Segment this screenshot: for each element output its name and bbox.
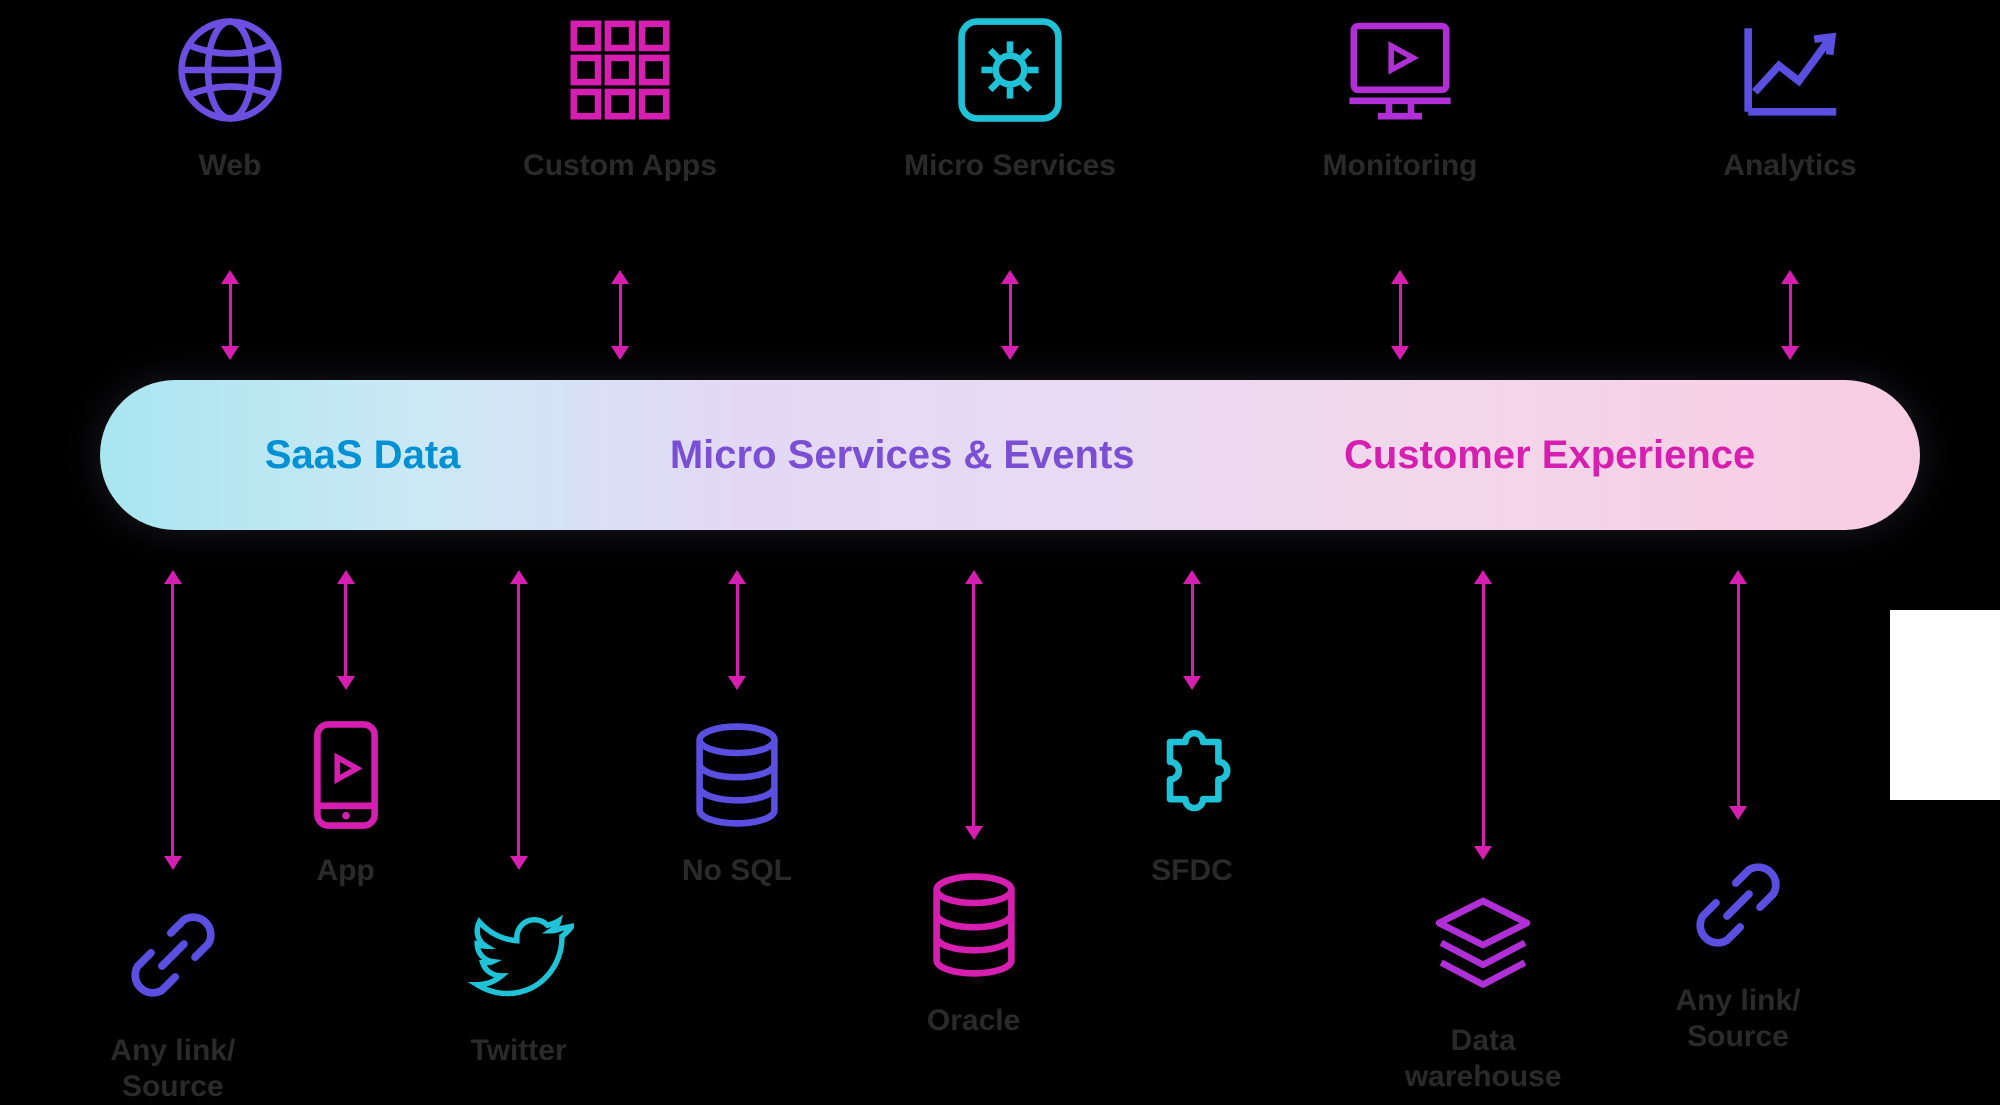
bottom-label: Twitter [471, 1033, 567, 1069]
phone-icon [291, 720, 401, 835]
artifact-white-block [1890, 610, 2000, 800]
bottom-item-twitter: Twitter [429, 900, 609, 1069]
bottom-label: Any link/Source [110, 1033, 235, 1105]
top-label: Web [199, 148, 262, 184]
top-label: Custom Apps [523, 148, 717, 184]
bottom-label: No SQL [682, 853, 792, 889]
top-item-monitoring: Monitoring [1270, 10, 1530, 184]
puzzle-icon [1137, 720, 1247, 835]
bottom-label: Oracle [927, 1003, 1020, 1039]
pill-segment-saas: SaaS Data [265, 433, 461, 478]
top-label: Monitoring [1323, 148, 1478, 184]
twitter-icon [464, 900, 574, 1015]
top-label: Micro Services [904, 148, 1116, 184]
top-row: Web Custom Apps Micro Services Monitorin… [100, 10, 1920, 184]
monitor-icon [1345, 10, 1455, 130]
grid-icon [565, 10, 675, 130]
chart-icon [1735, 10, 1845, 130]
top-item-web: Web [100, 10, 360, 184]
center-pill: SaaS Data Micro Services & Events Custom… [100, 380, 1920, 530]
pill-segment-micro: Micro Services & Events [670, 433, 1135, 478]
gear-box-icon [955, 10, 1065, 130]
top-item-analytics: Analytics [1660, 10, 1920, 184]
bottom-item-sfdc: SFDC [1102, 720, 1282, 889]
bottom-label: SFDC [1151, 853, 1233, 889]
bottom-label: App [317, 853, 375, 889]
link-icon [118, 900, 228, 1015]
pill-segment-cx: Customer Experience [1344, 433, 1755, 478]
globe-icon [175, 10, 285, 130]
bottom-item-oracle: Oracle [884, 870, 1064, 1039]
database-icon [682, 720, 792, 835]
bottom-label: Datawarehouse [1405, 1023, 1562, 1095]
top-label: Analytics [1723, 148, 1856, 184]
layers-icon [1428, 890, 1538, 1005]
top-item-micro-services: Micro Services [880, 10, 1140, 184]
bottom-item-data-warehouse: Datawarehouse [1393, 890, 1573, 1095]
bottom-item-any-link-source: Any link/Source [1648, 850, 1828, 1055]
bottom-row: Any link/Source App Twitter No SQL Oracl… [100, 560, 1920, 1094]
bottom-item-app: App [256, 720, 436, 889]
bottom-label: Any link/Source [1675, 983, 1800, 1055]
bottom-item-no-sql: No SQL [647, 720, 827, 889]
top-item-custom-apps: Custom Apps [490, 10, 750, 184]
link-icon [1683, 850, 1793, 965]
bottom-item-any-link-source: Any link/Source [83, 900, 263, 1105]
database-icon [919, 870, 1029, 985]
